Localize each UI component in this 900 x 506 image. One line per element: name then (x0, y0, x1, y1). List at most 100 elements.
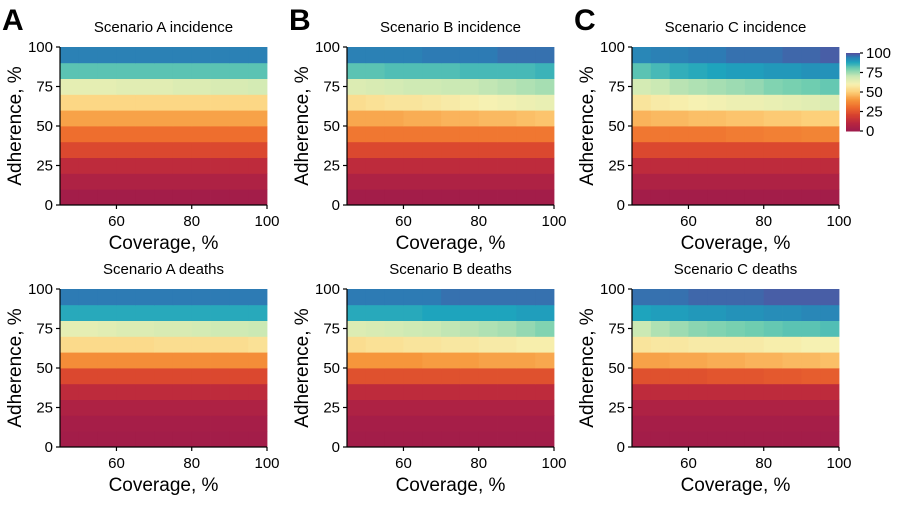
heatmap-cell (497, 415, 517, 432)
heatmap-cell (820, 47, 840, 64)
heatmap-cell (820, 336, 840, 353)
heatmap-cell (191, 431, 211, 448)
heatmap-cell (97, 368, 117, 385)
heatmap-cell (403, 189, 423, 206)
heatmap-cell (365, 336, 386, 353)
heatmap-cell (210, 110, 230, 127)
heatmap-cell (154, 141, 174, 158)
heatmap-cell (135, 78, 155, 95)
heatmap-cell (116, 336, 136, 353)
heatmap-cell (403, 289, 423, 306)
y-tick-label: 25 (608, 158, 625, 175)
heatmap-cell (707, 141, 727, 158)
heatmap-cell (516, 141, 536, 158)
heatmap-cell (422, 383, 442, 400)
heatmap-cell (535, 320, 555, 337)
heatmap-cell (669, 62, 689, 79)
chart-panel-b-deaths: 0 25 50 75 100 60 80 100 Scenario B deaths Covera… (292, 261, 567, 496)
colorbar-segment (846, 99, 860, 102)
heatmap-cell (820, 431, 840, 448)
heatmap-cell (172, 368, 193, 385)
heatmap-cell (478, 383, 498, 400)
heatmap-cell (229, 383, 249, 400)
heatmap-cell (516, 78, 536, 95)
heatmap-cell (726, 289, 746, 306)
chart-title: Scenario A deaths (103, 261, 224, 278)
heatmap-cell (459, 289, 480, 306)
heatmap-cell (116, 304, 136, 321)
heatmap-cell (384, 399, 404, 416)
heatmap-cell (135, 173, 155, 190)
heatmap-cell (116, 431, 136, 448)
heatmap-cell (441, 399, 461, 416)
heatmap-cell (248, 352, 268, 369)
heatmap-cell (60, 289, 80, 306)
heatmap-cell (688, 62, 708, 79)
heatmap-cell (744, 47, 765, 64)
heatmap-cell (97, 94, 117, 111)
colorbar-segment (846, 89, 860, 92)
y-tick-label: 100 (28, 281, 53, 298)
heatmap-cell (210, 189, 230, 206)
heatmap-cell (347, 189, 367, 206)
colorbar-segment (846, 108, 860, 111)
heatmap-cell (422, 126, 442, 143)
heatmap-cell (688, 368, 708, 385)
heatmap-cell (688, 189, 708, 206)
heatmap-cell (782, 336, 802, 353)
heatmap-cell (97, 157, 117, 174)
heatmap-cell (210, 94, 230, 111)
heatmap-cell (403, 173, 423, 190)
heatmap-cell (726, 336, 746, 353)
heatmap-cell (707, 368, 727, 385)
colorbar-segment (846, 119, 860, 122)
colorbar-segment (846, 55, 860, 58)
heatmap-cell (384, 173, 404, 190)
colorbar-segment (846, 93, 860, 96)
y-tick-label: 25 (323, 158, 340, 175)
heatmap-cell (801, 141, 821, 158)
heatmap-cell (422, 368, 442, 385)
heatmap-cell (229, 352, 249, 369)
heatmap-cell (229, 157, 249, 174)
heatmap-cell (116, 368, 136, 385)
heatmap-cell (229, 289, 249, 306)
colorbar-segment (846, 107, 860, 110)
heatmap-cell (229, 368, 249, 385)
heatmap-cell (347, 383, 367, 400)
heatmap-cell (172, 141, 193, 158)
heatmap-cell (669, 320, 689, 337)
heatmap-cell (347, 141, 367, 158)
y-tick-label: 75 (323, 79, 340, 96)
heatmap-cell (347, 157, 367, 174)
heatmap-cell (97, 47, 117, 64)
heatmap-cell (135, 431, 155, 448)
heatmap-cell (669, 368, 689, 385)
heatmap-cell (478, 189, 498, 206)
heatmap-cell (516, 304, 536, 321)
heatmap-cell (744, 415, 765, 432)
heatmap-cell (248, 399, 268, 416)
heatmap-cell (669, 383, 689, 400)
heatmap-cell (801, 399, 821, 416)
heatmap-cell (763, 336, 783, 353)
heatmap-cell (516, 157, 536, 174)
colorbar-segment (846, 68, 860, 71)
heatmap-cell (97, 110, 117, 127)
heatmap-cell (403, 47, 423, 64)
heatmap-cell (478, 157, 498, 174)
x-tick-label: 80 (470, 213, 487, 230)
heatmap-cell (229, 399, 249, 416)
heatmap-cell (422, 415, 442, 432)
heatmap-cell (632, 383, 652, 400)
heatmap-cell (60, 78, 80, 95)
heatmap-cell (782, 141, 802, 158)
heatmap-cell (97, 62, 117, 79)
heatmap-cell (97, 415, 117, 432)
heatmap-cell (650, 304, 671, 321)
y-tick-label: 0 (45, 197, 53, 214)
panel-letter: B (289, 4, 311, 37)
heatmap-cell (726, 157, 746, 174)
heatmap-cell (135, 62, 155, 79)
